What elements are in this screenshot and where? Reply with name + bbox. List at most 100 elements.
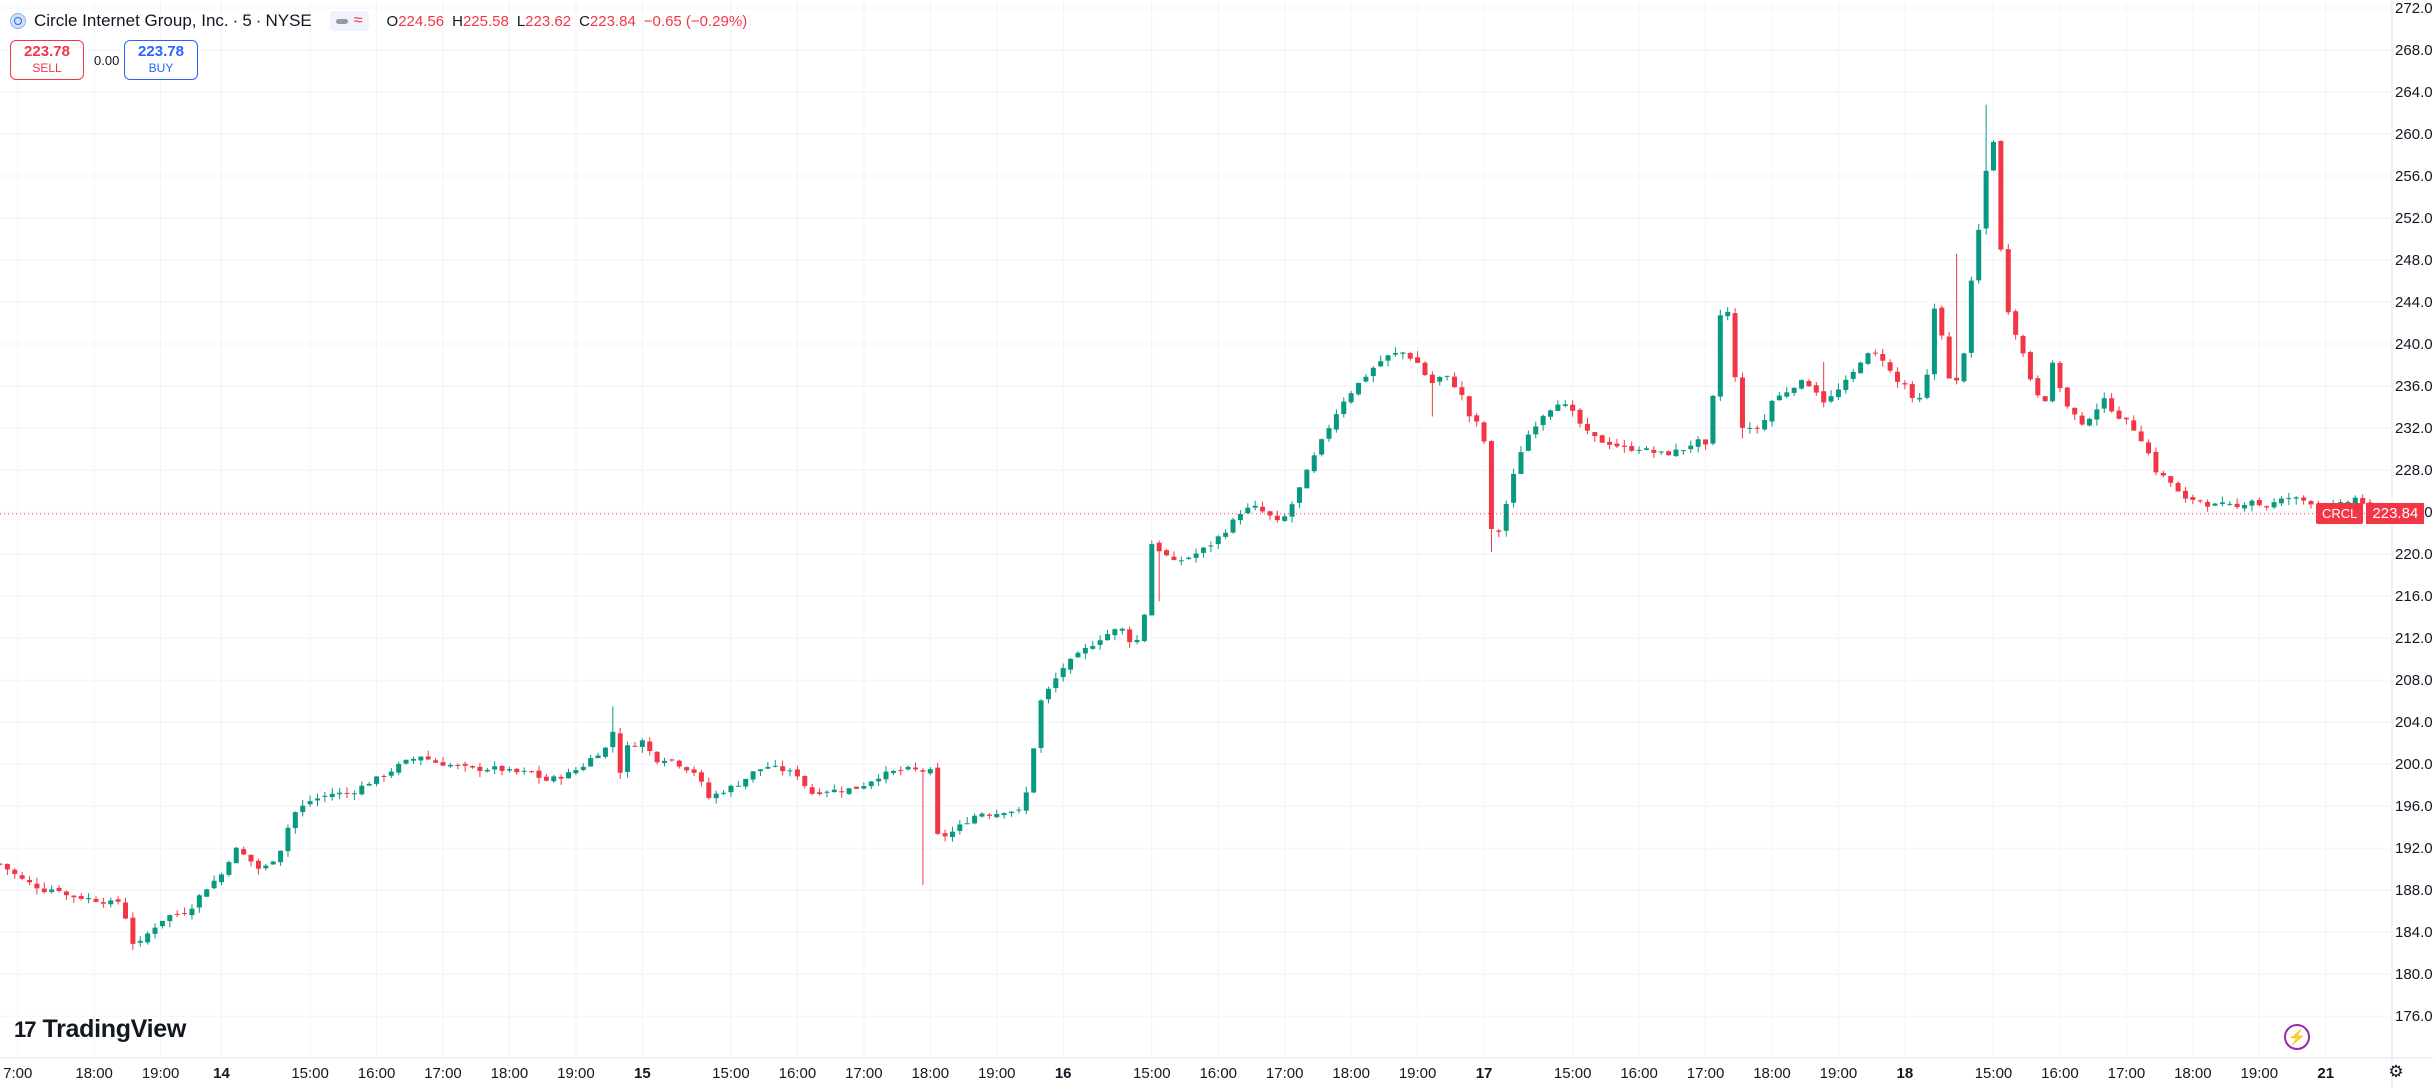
candle-body <box>108 900 114 905</box>
candle-body <box>610 731 616 748</box>
candle-body <box>1385 355 1391 361</box>
candle-body <box>78 896 84 899</box>
x-tick-label: 19:00 <box>1820 1065 1858 1082</box>
candle-body <box>1939 307 1945 336</box>
candle-body <box>2094 409 2100 420</box>
candle-body <box>1474 415 1480 422</box>
candle-body <box>1282 516 1288 521</box>
candle-body <box>2286 498 2292 500</box>
candle-body <box>1754 427 1760 429</box>
low-value: 223.62 <box>525 12 572 30</box>
x-tick-label: 19:00 <box>557 1065 595 1082</box>
interval-label[interactable]: 5 <box>242 11 252 30</box>
sell-price: 223.78 <box>24 43 70 60</box>
candle-body <box>174 913 180 915</box>
candle-body <box>1732 313 1738 378</box>
symbol-logo-icon[interactable] <box>10 13 26 29</box>
tradingview-logo[interactable]: 17 TradingView <box>14 1015 186 1044</box>
x-tick-label: 18:00 <box>75 1065 113 1082</box>
y-tick-label: 180.00 <box>2395 966 2433 983</box>
candle-body <box>1400 352 1406 354</box>
candle-body <box>794 769 800 777</box>
high-value: 225.58 <box>462 12 509 30</box>
y-tick-label: 176.00 <box>2395 1008 2433 1025</box>
candle-body <box>566 772 572 779</box>
x-tick-label: 15:00 <box>1133 1065 1171 1082</box>
exchange-label: NYSE <box>265 11 312 30</box>
candle-body <box>728 785 734 793</box>
candle-body <box>1799 380 1805 389</box>
y-tick-label: 236.00 <box>2395 378 2433 395</box>
candle-body <box>211 880 217 889</box>
sell-label: SELL <box>32 61 62 75</box>
candle-body <box>2138 431 2144 442</box>
x-tick-label: 14 <box>213 1065 230 1082</box>
candle-body <box>204 889 210 897</box>
collapse-icon[interactable] <box>335 18 348 24</box>
symbol-legend: Circle Internet Group, Inc. · 5 · NYSE ≈… <box>10 10 747 32</box>
candle-body <box>2242 504 2248 509</box>
candle-body <box>1429 374 1435 384</box>
candle-body <box>772 765 778 767</box>
candle-body <box>196 895 202 908</box>
candle-body <box>1274 515 1280 521</box>
legend-toggles[interactable]: ≈ <box>329 11 369 31</box>
candle-body <box>1415 357 1421 363</box>
candle-body <box>1134 639 1140 643</box>
settings-gear-icon[interactable]: ⚙ <box>2388 1062 2404 1081</box>
candle-body <box>1075 652 1081 658</box>
candle-body <box>1717 315 1723 397</box>
buy-button[interactable]: 223.78 BUY <box>124 40 198 80</box>
candle-body <box>2057 362 2063 389</box>
candle-body <box>1651 449 1657 453</box>
candle-body <box>1658 451 1664 453</box>
candle-body <box>1090 645 1096 649</box>
candle-body <box>1968 280 1974 353</box>
candle-body <box>1407 353 1413 359</box>
y-tick-label: 204.00 <box>2395 714 2433 731</box>
candle-body <box>477 766 483 772</box>
symbol-title[interactable]: Circle Internet Group, Inc. <box>34 11 229 30</box>
candle-body <box>662 760 667 764</box>
candle-body <box>1023 792 1029 811</box>
candle-body <box>1252 505 1258 508</box>
candle-body <box>1341 401 1347 415</box>
candle-body <box>698 772 704 782</box>
candle-body <box>418 756 424 761</box>
indicator-wave-icon[interactable]: ≈ <box>353 12 363 29</box>
sell-button[interactable]: 223.78 SELL <box>10 40 84 80</box>
candle-body <box>1356 382 1362 395</box>
buy-price: 223.78 <box>138 43 184 60</box>
candle-body <box>1127 629 1133 643</box>
candle-body <box>1370 367 1376 377</box>
candle-body <box>802 775 808 786</box>
last-price-tag: CRCL 223.84 <box>2316 503 2425 525</box>
candle-body <box>2027 352 2033 380</box>
x-tick-label: 15:00 <box>1975 1065 2013 1082</box>
candle-body <box>713 793 719 799</box>
candle-body <box>2182 490 2188 499</box>
candle-body <box>1267 511 1273 516</box>
ohlc-values: O224.56 H225.58 L223.62 C223.84 −0.65 (−… <box>386 12 748 30</box>
candle-body <box>2020 335 2026 354</box>
y-tick-label: 244.00 <box>2395 294 2433 311</box>
candle-body <box>920 770 926 772</box>
x-tick-label: 15:00 <box>1554 1065 1592 1082</box>
candle-body <box>100 902 106 904</box>
candle-body <box>1710 395 1716 444</box>
candle-body <box>543 776 549 781</box>
time-axis: 7:00 18:00 19:00 14 15:00 16:00 17:00 18:00 19:0… <box>3 1065 2334 1082</box>
candle-body <box>219 874 224 883</box>
candle-body <box>669 759 675 761</box>
candle-body <box>374 776 380 784</box>
candle-body <box>49 889 55 892</box>
candle-body <box>167 915 173 922</box>
candle-body <box>1311 455 1317 472</box>
candle-body <box>743 778 749 787</box>
candle-body <box>1998 140 2004 250</box>
lightning-icon[interactable]: ⚡ <box>2284 1024 2310 1050</box>
candle-body <box>846 788 852 794</box>
candle-body <box>1001 813 1007 816</box>
